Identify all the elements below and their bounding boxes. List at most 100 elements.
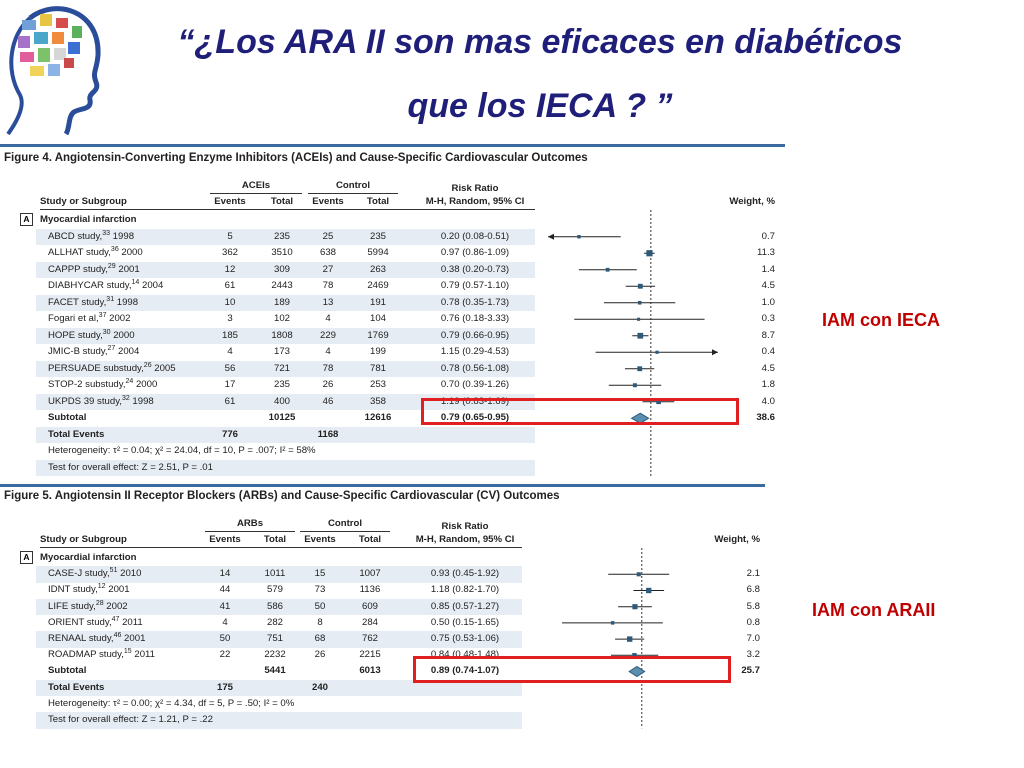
study-year: 2004: [139, 280, 164, 291]
study-label: ALLHAT study,: [48, 247, 111, 258]
subtotal-total-2: 12616: [364, 412, 392, 423]
study-label: PERSUADE substudy,: [48, 362, 144, 374]
point-estimate-square: [605, 267, 610, 272]
total-cell-2: 5994: [367, 247, 389, 258]
ci-arrow-left: [548, 233, 554, 240]
events-cell-1: 56: [224, 362, 236, 374]
point-estimate-square: [626, 636, 633, 642]
total-cell-1: 751: [266, 633, 283, 644]
study-label: LIFE study,: [48, 600, 96, 612]
subtotal-weight: 38.6: [756, 412, 775, 423]
section-label-box: A: [20, 213, 33, 226]
callout-iam-ieca: IAM con IECA: [822, 310, 941, 330]
ci-header: M-H, Random, 95% CI: [425, 196, 525, 207]
point-estimate-square: [577, 235, 581, 239]
risk-ratio-header: Risk Ratio: [451, 183, 499, 194]
figure5-top-rule: [0, 484, 765, 487]
events-cell-2: 4: [325, 346, 331, 357]
study-name: ALLHAT study,36 2000: [48, 246, 143, 259]
events-cell-2: 26: [322, 379, 334, 390]
ci-cell: 1.18 (0.82-1.70): [430, 584, 500, 596]
ci-cell: 0.79 (0.57-1.10): [440, 280, 510, 291]
group1-header: ARBs: [236, 518, 264, 529]
point-estimate-square: [637, 300, 642, 305]
total-cell-1: 282: [266, 616, 283, 628]
weight-cell: 4.0: [761, 395, 775, 407]
point-estimate-square: [646, 587, 652, 594]
point-estimate-square: [637, 317, 641, 321]
weight-cell: 1.8: [761, 379, 775, 390]
events-header-2: Events: [312, 196, 344, 207]
total-cell-1: 2232: [264, 649, 286, 661]
row-background: [36, 393, 535, 410]
weight-cell: 11.3: [757, 247, 775, 258]
study-label: FACET study,: [48, 296, 107, 308]
section-label-box: A: [20, 551, 33, 564]
study-label: RENAAL study,: [48, 633, 114, 644]
figure4-top-rule: [0, 144, 785, 147]
subtotal-label: Subtotal: [48, 665, 87, 677]
subtotal-highlight-box-ieca: [421, 398, 739, 425]
subtotal-diamond: [630, 412, 650, 424]
events-cell-1: 22: [219, 649, 231, 661]
study-name: CASE-J study,51 2010: [48, 567, 141, 580]
point-estimate-square: [636, 572, 641, 577]
row-background: [36, 327, 535, 344]
study-reference: 14: [131, 278, 140, 286]
total-cell-2: 199: [369, 346, 386, 357]
header-bottom-rule: [40, 209, 535, 210]
total-cell-1: 3510: [271, 247, 293, 258]
study-name: ROADMAP study,15 2011: [48, 648, 155, 661]
point-estimate-square: [632, 604, 638, 610]
study-label: CAPPP study,: [48, 263, 108, 275]
total-cell-1: 309: [273, 263, 290, 275]
study-name: PERSUADE substudy,26 2005: [48, 361, 176, 375]
ci-cell: 0.50 (0.15-1.65): [430, 616, 500, 628]
total-cell-1: 235: [273, 379, 290, 390]
heterogeneity-stats: Heterogeneity: τ² = 0.00; χ² = 4.34, df …: [48, 697, 295, 709]
total-events-2: 1168: [317, 428, 339, 440]
study-year: 2001: [121, 633, 146, 644]
study-name: LIFE study,28 2002: [48, 599, 128, 613]
ci-cell: 0.84 (0.48-1.48): [430, 649, 500, 661]
point-estimate-square: [637, 366, 643, 372]
point-estimate-square: [632, 383, 637, 388]
subtotal-total-1: 5441: [264, 665, 286, 677]
row-background: [36, 566, 522, 583]
events-cell-1: 44: [219, 584, 231, 596]
study-label: ROADMAP study,: [48, 649, 124, 661]
row-background: [36, 631, 522, 648]
study-reference: 24: [125, 377, 134, 385]
ci-cell: 0.38 (0.20-0.73): [440, 263, 510, 275]
weight-cell: 5.8: [746, 600, 760, 612]
subtotal-label: Subtotal: [48, 412, 87, 423]
total-cell-1: 586: [266, 600, 283, 612]
study-label: DIABHYCAR study,: [48, 280, 132, 291]
overall-effect-test: Test for overall effect: Z = 2.51, P = .…: [48, 461, 213, 473]
total-cell-2: 1007: [359, 568, 381, 580]
events-cell-2: 27: [322, 263, 334, 275]
events-cell-2: 229: [319, 329, 336, 341]
study-reference: 51: [109, 567, 118, 574]
events-cell-1: 14: [219, 568, 231, 580]
events-cell-1: 185: [221, 329, 238, 341]
group2-header-rule: [308, 193, 398, 194]
group1-header-rule: [205, 531, 295, 532]
events-cell-2: 25: [322, 230, 334, 242]
study-year: 2011: [131, 649, 155, 661]
point-estimate-square: [646, 250, 653, 257]
study-reference: 27: [107, 344, 116, 352]
row-background: [36, 228, 535, 245]
weight-cell: 6.8: [746, 584, 760, 596]
overall-effect-test: Test for overall effect: Z = 1.21, P = .…: [48, 714, 213, 725]
ci-cell: 0.20 (0.08-0.51): [440, 230, 510, 242]
study-name: FACET study,31 1998: [48, 295, 138, 309]
events-cell-2: 50: [314, 600, 326, 612]
section-title: Myocardial infarction: [40, 214, 137, 225]
weight-cell: 3.2: [746, 649, 760, 661]
ci-cell: 0.93 (0.45-1.92): [430, 568, 500, 580]
study-reference: 31: [106, 295, 115, 303]
study-label: ABCD study,: [48, 230, 103, 242]
